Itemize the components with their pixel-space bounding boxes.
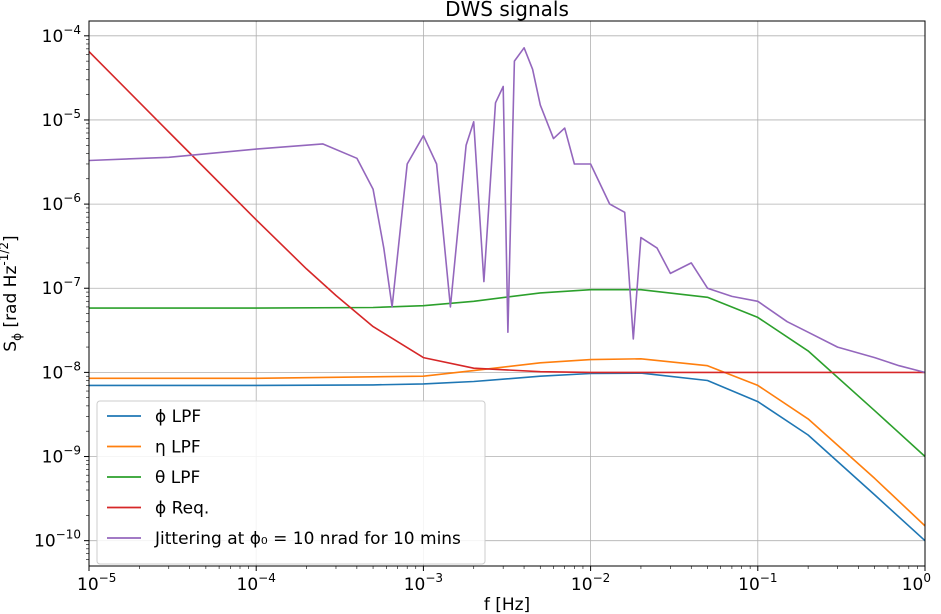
x-tick-label: 10−2: [571, 571, 610, 595]
axis-ticks: 10−5 10−4 10−3 10−2 10−1 100 10−10 10−9 10−8 10−7…: [34, 23, 931, 595]
x-tick-label: 10−5: [77, 571, 116, 595]
legend-label-5: Jittering at ϕ₀ = 10 nrad for 10 mins: [154, 529, 461, 549]
y-tick-label: 10−8: [42, 359, 81, 383]
y-tick-label: 10−10: [34, 528, 81, 552]
legend-label-1: ϕ LPF: [155, 407, 201, 427]
y-tick-label: 10−4: [42, 23, 81, 47]
x-axis-label: f [Hz]: [484, 595, 530, 614]
chart-title: DWS signals: [445, 0, 569, 21]
series-line-1: [89, 372, 925, 542]
legend-label-4: ϕ Req.: [155, 499, 209, 519]
legend: ϕ LPF η LPF θ LPF ϕ Req. Jittering at ϕ₀ = 1…: [96, 400, 486, 565]
series-lines: [89, 47, 925, 542]
legend-box: [96, 400, 486, 565]
y-tick-label: 10−9: [42, 444, 81, 468]
series-line-2: [89, 358, 925, 527]
legend-label-3: θ LPF: [155, 468, 200, 488]
x-tick-label: 100: [902, 571, 931, 595]
x-tick-label: 10−3: [404, 571, 443, 595]
x-tick-label: 10−1: [738, 571, 777, 595]
y-tick-label: 10−7: [42, 275, 81, 299]
series-line-4: [89, 51, 925, 374]
x-tick-label: 10−4: [237, 571, 276, 595]
y-axis-label: Sϕ [rad Hz-1/2]: [0, 235, 24, 351]
series-line-5: [89, 47, 925, 374]
legend-label-2: η LPF: [155, 438, 201, 458]
plot-frame: [88, 20, 926, 567]
y-tick-label: 10−6: [42, 191, 81, 215]
series-line-3: [89, 288, 925, 458]
y-tick-label: 10−5: [42, 107, 81, 131]
